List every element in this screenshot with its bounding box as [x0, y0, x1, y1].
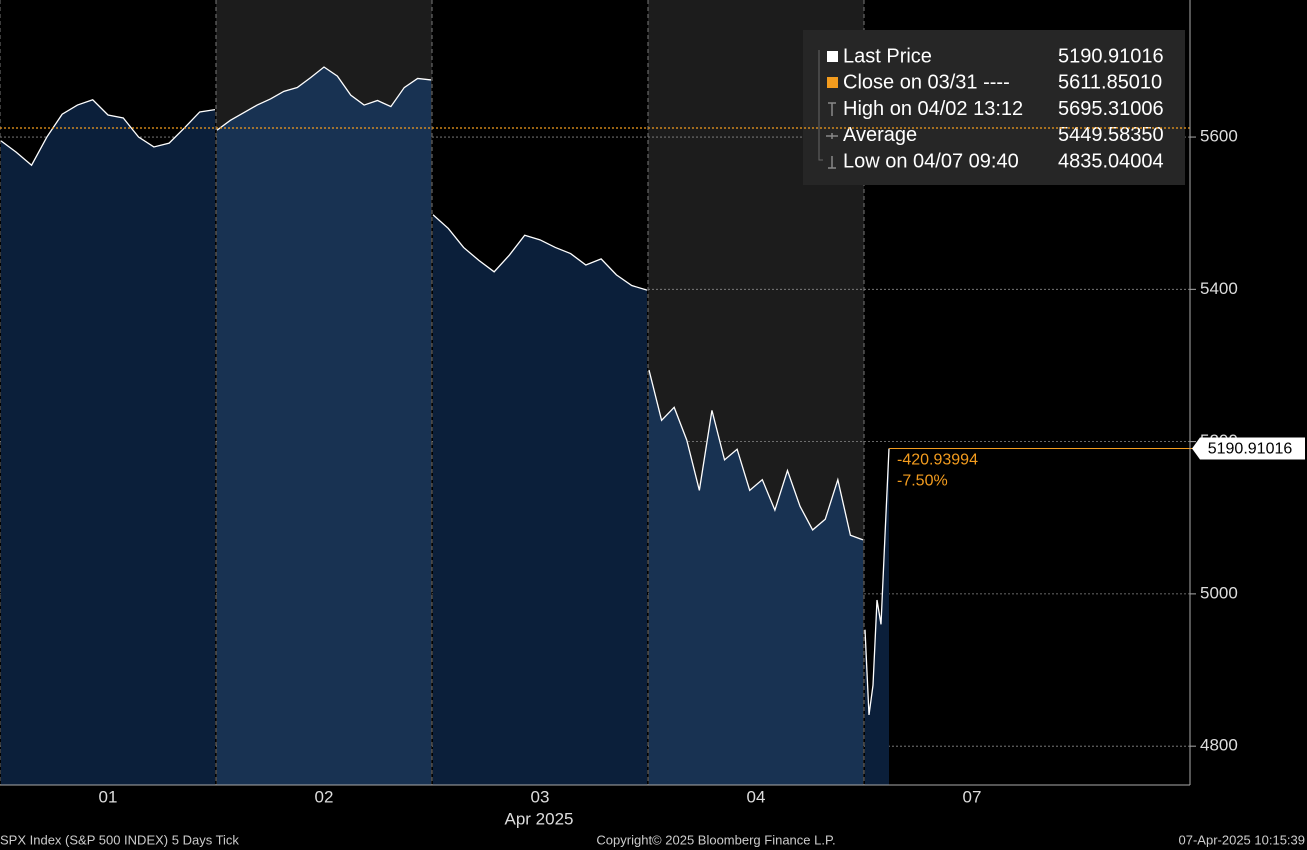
legend-box: [803, 30, 1185, 185]
legend-bracket: [818, 50, 823, 161]
price-line: [648, 369, 864, 541]
legend-value: 5449.58350: [1058, 124, 1164, 146]
y-tick-label: 5400: [1200, 279, 1238, 298]
legend-label: High on 04/02 13:12: [843, 98, 1023, 120]
footer-right: 07-Apr-2025 10:15:39: [1179, 832, 1305, 847]
legend-value: 5695.31006: [1058, 98, 1164, 120]
price-area: [217, 67, 431, 785]
price-line: [432, 214, 648, 291]
footer-center: Copyright© 2025 Bloomberg Finance L.P.: [596, 832, 835, 847]
legend-label: Low on 04/07 09:40: [843, 150, 1019, 172]
price-area: [433, 214, 647, 785]
plot: [0, 66, 890, 785]
price-line: [0, 98, 216, 167]
legend-value: 5190.91016: [1058, 45, 1164, 67]
legend-value: 4835.04004: [1058, 150, 1164, 172]
x-axis-label: Apr 2025: [505, 809, 574, 828]
change-annotation: -420.93994: [897, 452, 978, 469]
price-area: [1, 99, 215, 785]
legend-swatch: [827, 51, 838, 62]
legend-label: Last Price: [843, 45, 932, 67]
x-tick-label: 03: [531, 787, 550, 806]
legend-label: Average: [843, 124, 917, 146]
legend-value: 5611.85010: [1058, 72, 1162, 94]
legend: Last Price 5190.91016 Close on 03/31 ---- 5…: [803, 30, 1185, 185]
legend-swatch: [828, 156, 836, 169]
y-tick-label: 4800: [1200, 736, 1238, 755]
last-price-tag: [1192, 437, 1305, 460]
x-tick-label: 07: [963, 787, 982, 806]
x-tick-label: 02: [315, 787, 334, 806]
legend-swatch: [828, 102, 836, 116]
change-annotation: -7.50%: [897, 473, 948, 490]
y-tick-label: 5000: [1200, 583, 1238, 602]
legend-swatch: [826, 133, 838, 139]
price-line: [216, 66, 432, 131]
last-price-tag-label: 5190.91016: [1208, 441, 1293, 458]
x-tick-label: 01: [99, 787, 118, 806]
legend-label: Close on 03/31 ----: [843, 72, 1010, 94]
x-tick-label: 04: [747, 787, 766, 806]
y-tick-label: 5600: [1200, 127, 1238, 146]
footer-left: SPX Index (S&P 500 INDEX) 5 Days Tick: [0, 832, 239, 847]
price-line: [864, 448, 890, 716]
legend-swatch: [827, 77, 838, 88]
